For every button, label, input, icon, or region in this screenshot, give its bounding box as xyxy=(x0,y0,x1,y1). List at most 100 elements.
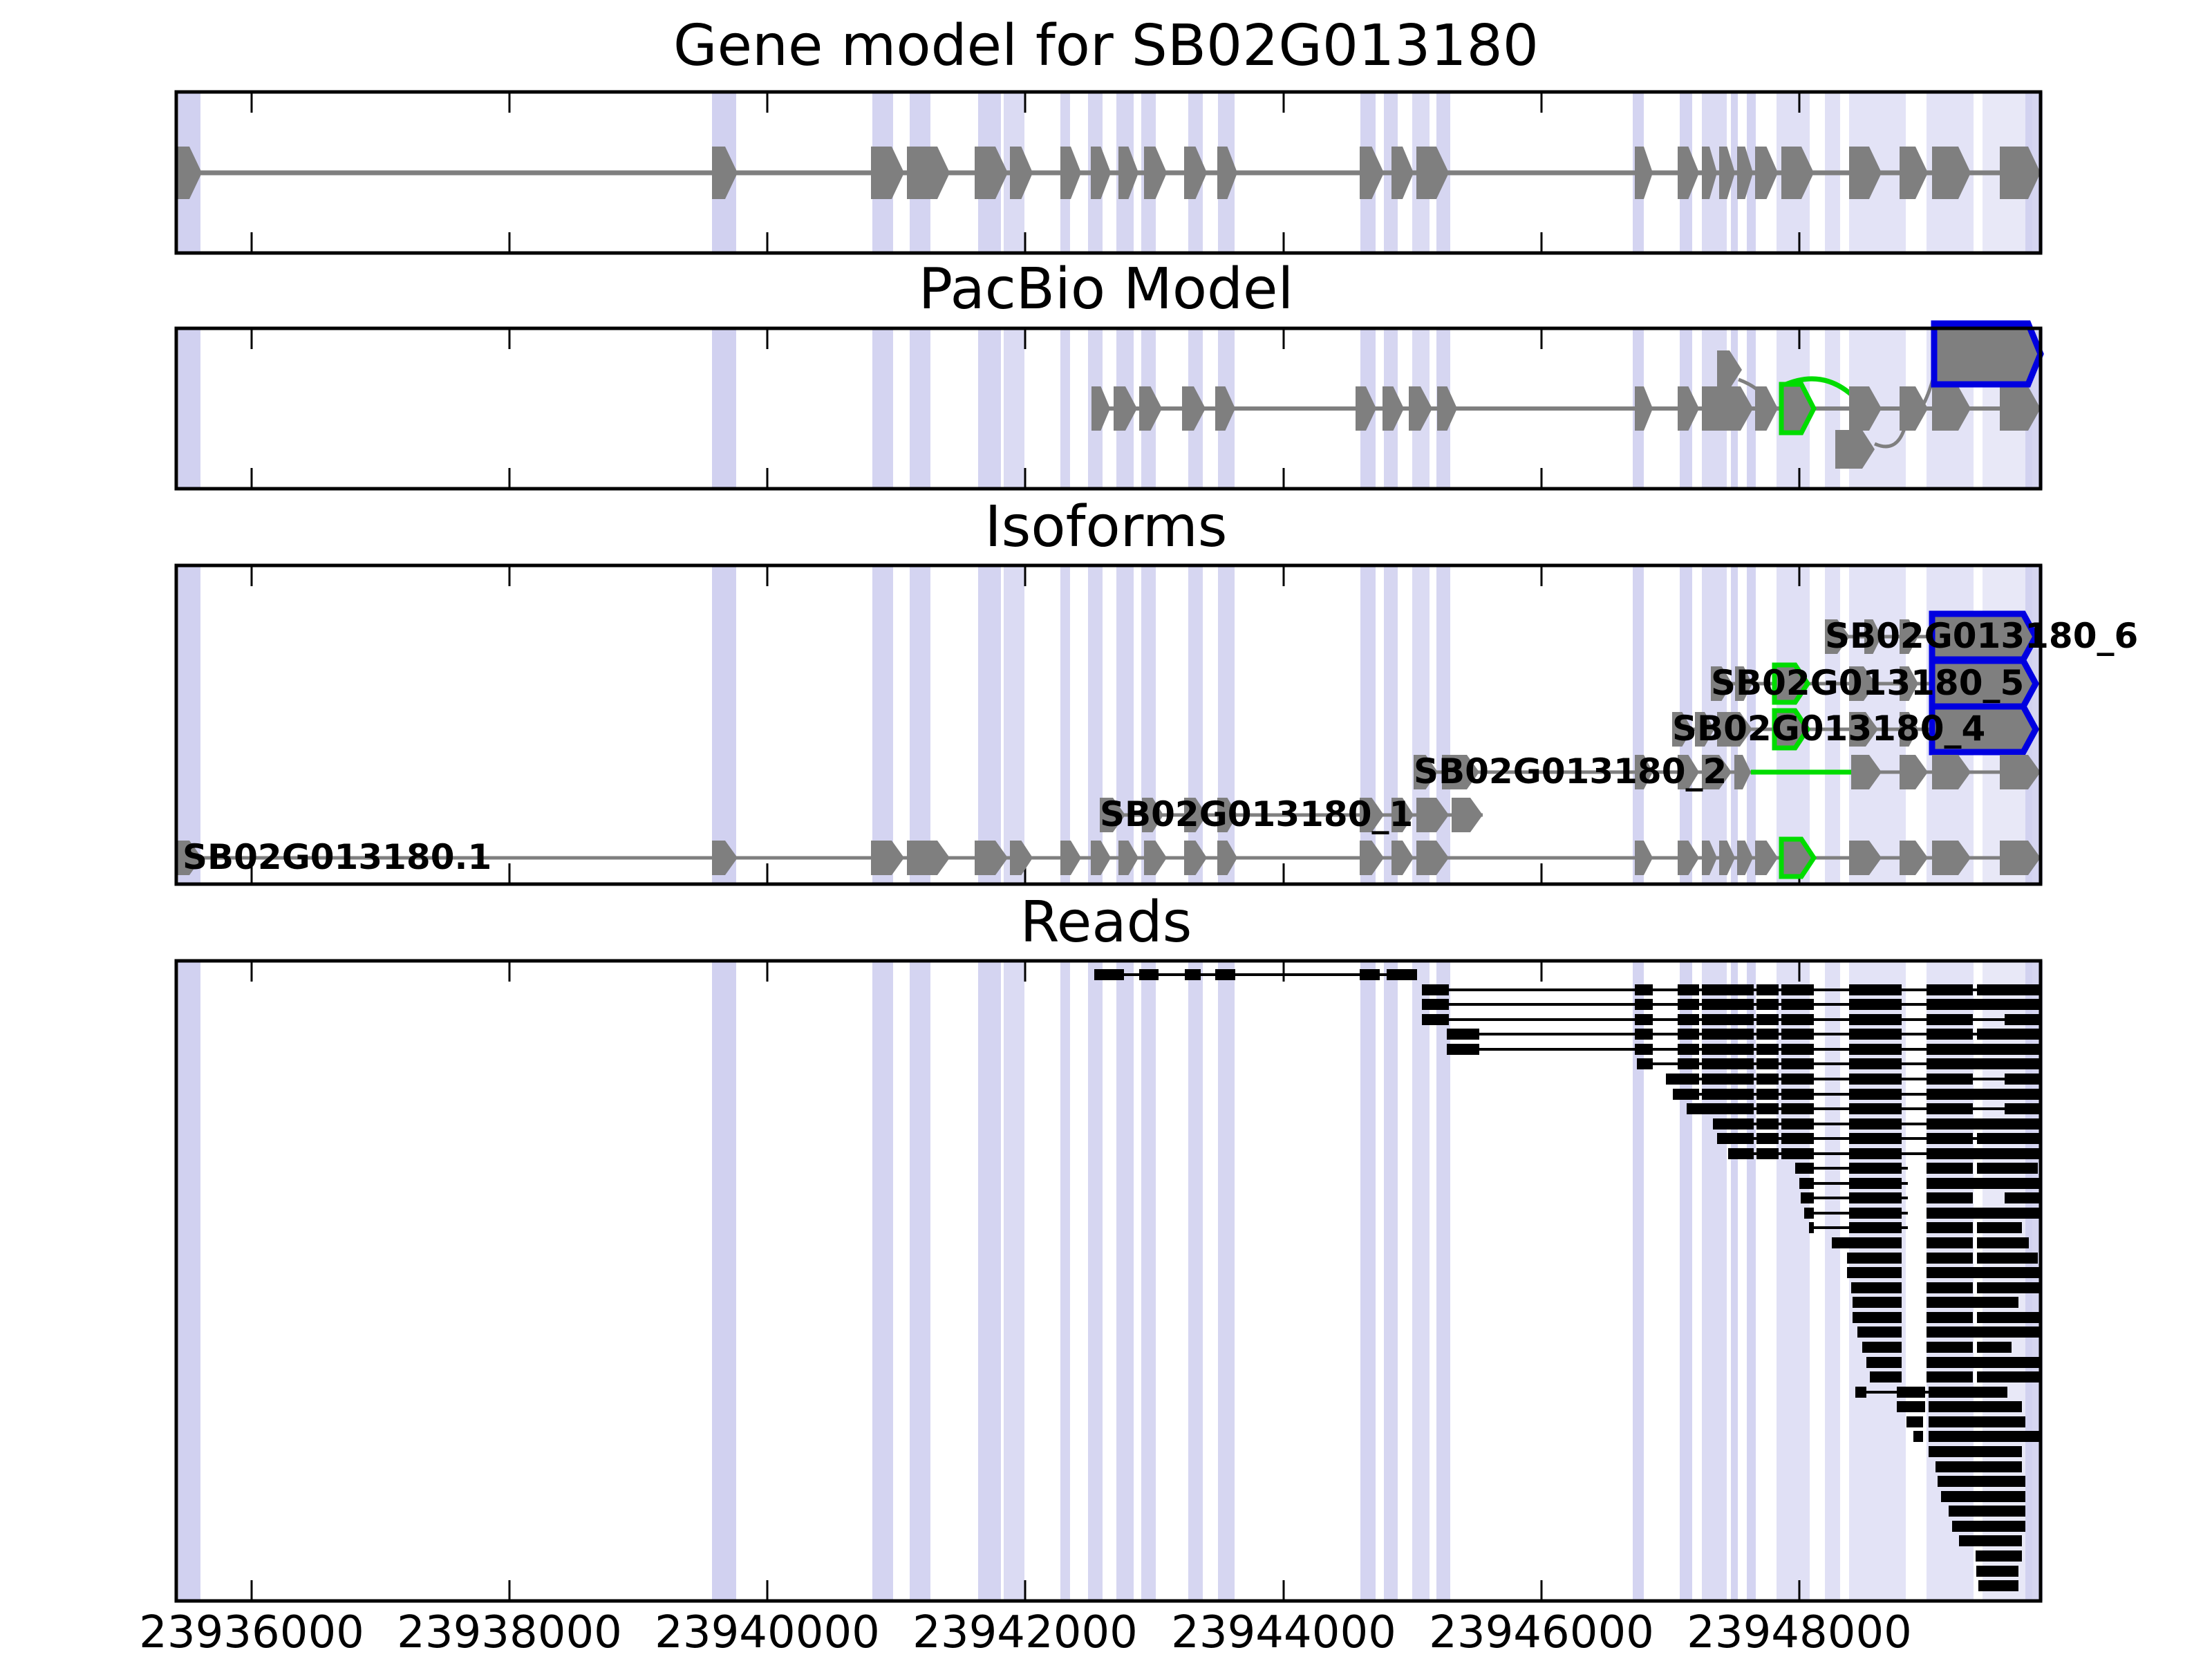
exon-gray xyxy=(1781,147,1814,199)
exon-highlight-stripe xyxy=(872,961,893,1601)
read-block xyxy=(1702,1014,1754,1025)
read-block xyxy=(1866,1357,1902,1368)
read-block xyxy=(1927,1327,2039,1338)
read-block xyxy=(1847,1267,1902,1278)
exon-gray xyxy=(1118,147,1138,199)
read-block xyxy=(1853,1312,1902,1323)
read-block xyxy=(1809,1222,1814,1233)
exon-gray xyxy=(1900,666,1918,701)
exon-highlight-stripe xyxy=(1384,961,1398,1601)
exon-blue xyxy=(1931,320,2044,388)
read-block xyxy=(1927,1133,1973,1144)
read-block xyxy=(1913,1431,1923,1442)
read-block xyxy=(1849,1014,1902,1025)
read xyxy=(1795,1163,2038,1174)
read xyxy=(1847,1253,2038,1264)
exon-gray xyxy=(975,147,1008,199)
exon-highlight-stripe xyxy=(1218,961,1235,1601)
page-title: Gene model for SB02G013180 xyxy=(673,13,1539,79)
exon-gray xyxy=(176,841,202,875)
read xyxy=(1938,1476,2025,1487)
read xyxy=(1976,1550,2022,1562)
exon-highlight-stripe xyxy=(1927,961,1974,1601)
exon-gray xyxy=(1737,841,1753,875)
read-block xyxy=(1637,1058,1653,1069)
read-block xyxy=(1927,1357,2039,1368)
read-block xyxy=(1781,1103,1814,1114)
exon-highlight-stripe xyxy=(872,565,893,884)
read-block xyxy=(1678,1044,1699,1055)
read-block xyxy=(1906,1416,1923,1427)
exon-highlight-stripe xyxy=(1680,961,1692,1601)
read-block xyxy=(1927,1044,2039,1055)
exon-highlight-stripe xyxy=(178,565,200,884)
exon-gray xyxy=(1360,798,1384,832)
read-block xyxy=(1702,1089,1754,1100)
exon-highlight-stripe xyxy=(1360,565,1376,884)
read-block xyxy=(1927,1371,1973,1382)
read-block xyxy=(1849,1178,1902,1189)
read xyxy=(1847,1267,2039,1278)
read-block xyxy=(1756,1029,1779,1040)
read xyxy=(1422,1014,2039,1025)
read-block xyxy=(1666,1074,1699,1085)
exon-gray xyxy=(2000,386,2041,431)
read-block xyxy=(1855,1387,1866,1398)
exon-gray xyxy=(1060,147,1081,199)
exon-highlight-stripe xyxy=(1141,565,1156,884)
exon-highlight-stripe xyxy=(1060,565,1070,884)
exon-gray xyxy=(712,841,738,875)
x-tick-label: 23946000 xyxy=(1429,1607,1654,1658)
read-block xyxy=(1927,1163,1973,1174)
exon-gray xyxy=(1849,666,1876,701)
read-block xyxy=(1927,1118,2039,1130)
track-reads xyxy=(1094,969,2041,1591)
isoform-row-SB02G013180_5: SB02G013180_5 xyxy=(1711,657,2040,710)
read xyxy=(1447,1044,2039,1055)
read-block xyxy=(1781,1014,1814,1025)
exon-highlight-stripe xyxy=(1088,961,1103,1601)
read xyxy=(1666,1074,2039,1085)
read-block xyxy=(1678,999,1699,1010)
read xyxy=(1853,1297,2018,1308)
read-block xyxy=(1977,1163,2038,1174)
read xyxy=(1809,1222,2022,1233)
read-block xyxy=(1801,1192,1814,1203)
exon-gray xyxy=(1139,386,1162,431)
isoform-row-SB02G013180_4: SB02G013180_4 xyxy=(1672,703,2040,756)
read-block xyxy=(1927,1192,1973,1203)
exon-blue xyxy=(1929,703,2040,756)
read-block xyxy=(1756,999,1779,1010)
read-block xyxy=(1927,1103,1973,1114)
read-block xyxy=(1929,1446,2022,1457)
read-block xyxy=(1687,1103,1754,1114)
isoform-label: SB02G013180_2 xyxy=(1414,751,1727,791)
x-tick-label: 23936000 xyxy=(139,1607,364,1658)
read-block xyxy=(1849,1089,1902,1100)
read-block xyxy=(1781,1089,1814,1100)
read-block xyxy=(1635,999,1653,1010)
exon-gray xyxy=(1382,386,1404,431)
read-block xyxy=(1849,1103,1902,1114)
isoform-label: SB02G013180_6 xyxy=(1825,616,2138,656)
isoform-row-SB02G013180_2: SB02G013180_2 xyxy=(1414,751,2041,791)
panel-title-pacbio: PacBio Model xyxy=(918,256,1294,322)
exon-highlight-stripe xyxy=(1004,961,1024,1601)
isoform-label: SB02G013180_1 xyxy=(1100,794,1413,834)
exon-highlight-stripe xyxy=(1849,961,1906,1601)
read xyxy=(1897,1401,2022,1412)
read-block xyxy=(1756,1118,1779,1130)
exon-gray xyxy=(1217,841,1237,875)
read-block xyxy=(1977,1312,2039,1323)
read-block xyxy=(1849,1029,1902,1040)
exon-gray xyxy=(1060,841,1081,875)
exon-highlight-stripe xyxy=(1747,565,1756,884)
read-block xyxy=(1678,1029,1699,1040)
read-block xyxy=(1927,1089,2039,1100)
read xyxy=(1906,1416,2025,1427)
read-block xyxy=(1929,1387,2007,1398)
read-block xyxy=(1927,1014,1973,1025)
exon-gray xyxy=(1635,841,1653,875)
